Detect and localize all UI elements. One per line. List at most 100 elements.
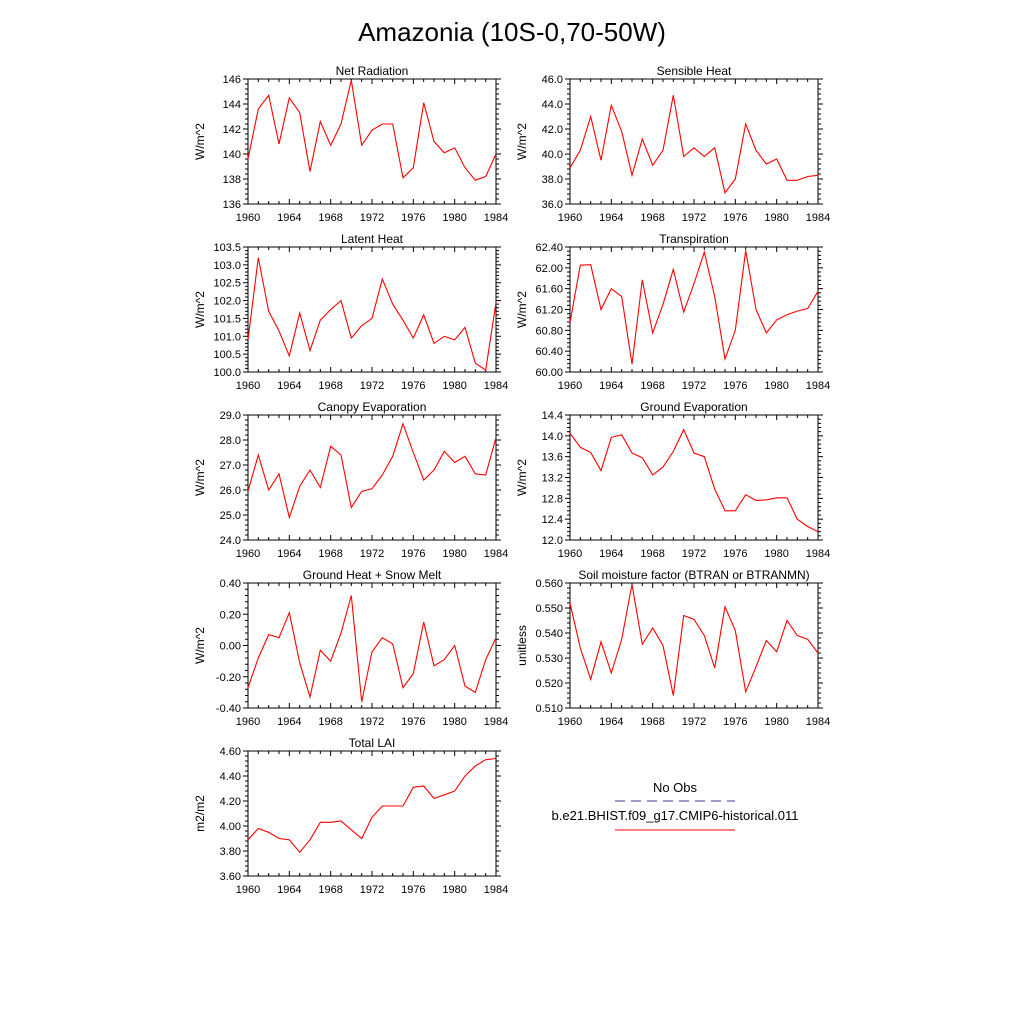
x-tick-label: 1976 <box>723 212 747 224</box>
chart-panel-8: 1960 1964 1968 1972 1976 1980 1984 0.510 0.520 0.… <box>515 568 830 728</box>
y-tick-label: 4.40 <box>220 771 241 783</box>
x-tick-label: 1980 <box>764 716 788 728</box>
y-axis-label: W/m^2 <box>193 459 207 496</box>
y-tick-label: 101.0 <box>213 331 241 343</box>
y-tick-label: 14.4 <box>542 410 563 422</box>
y-tick-label: 103.0 <box>213 260 241 272</box>
legend: No Obs b.e21.BHIST.f09_g17.CMIP6-histori… <box>552 780 798 831</box>
panel-title: Net Radiation <box>336 64 409 78</box>
y-tick-label: 24.0 <box>220 535 241 547</box>
y-axis-label: unitless <box>515 625 529 666</box>
y-axis-label: m2/m2 <box>193 795 207 832</box>
y-tick-label: 28.0 <box>220 435 241 447</box>
x-tick-label: 1960 <box>236 212 260 224</box>
y-tick-label: 40.0 <box>542 149 563 161</box>
x-tick-label: 1984 <box>484 548 508 560</box>
x-tick-label: 1960 <box>236 548 260 560</box>
x-tick-label: 1968 <box>640 548 664 560</box>
x-tick-label: 1960 <box>236 884 260 896</box>
chart-panel-4: 1960 1964 1968 1972 1976 1980 1984 60.00 60.40 60… <box>515 232 830 392</box>
x-tick-label: 1968 <box>318 716 342 728</box>
x-tick-label: 1984 <box>806 380 830 392</box>
chart-panel-1: 1960 1964 1968 1972 1976 1980 1984 136 138 140 142… <box>193 64 508 224</box>
panel-title: Canopy Evaporation <box>318 400 427 414</box>
x-tick-label: 1976 <box>723 380 747 392</box>
panel-title: Sensible Heat <box>657 64 732 78</box>
x-tick-label: 1968 <box>318 380 342 392</box>
y-tick-label: 140 <box>223 149 241 161</box>
y-axis-label: W/m^2 <box>515 291 529 328</box>
y-tick-label: 0.510 <box>535 703 563 715</box>
y-tick-label: 61.60 <box>535 284 563 296</box>
x-tick-label: 1972 <box>682 380 706 392</box>
plot-frame <box>569 246 819 373</box>
y-tick-label: 0.550 <box>535 603 563 615</box>
y-tick-label: -0.20 <box>216 672 241 684</box>
x-tick-label: 1968 <box>318 884 342 896</box>
x-tick-label: 1960 <box>236 380 260 392</box>
x-tick-label: 1972 <box>360 380 384 392</box>
x-tick-label: 1968 <box>640 716 664 728</box>
y-tick-label: 0.560 <box>535 578 563 590</box>
x-tick-label: 1984 <box>484 716 508 728</box>
x-tick-label: 1984 <box>806 212 830 224</box>
x-tick-label: 1972 <box>360 884 384 896</box>
x-tick-label: 1980 <box>764 548 788 560</box>
x-tick-label: 1984 <box>806 548 830 560</box>
plot-frame <box>247 78 497 205</box>
y-tick-label: 0.530 <box>535 653 563 665</box>
y-tick-label: 142 <box>223 124 241 136</box>
y-tick-label: 146 <box>223 74 241 86</box>
x-tick-label: 1960 <box>558 380 582 392</box>
y-tick-label: 138 <box>223 174 241 186</box>
series-line <box>247 595 497 702</box>
x-tick-label: 1964 <box>599 380 623 392</box>
figure-title: Amazonia (10S-0,70-50W) <box>358 17 666 47</box>
y-tick-label: 26.0 <box>220 485 241 497</box>
y-tick-label: 14.0 <box>542 431 563 443</box>
y-tick-label: 38.0 <box>542 174 563 186</box>
series-line <box>569 95 819 195</box>
y-tick-label: 42.0 <box>542 124 563 136</box>
x-tick-label: 1972 <box>360 548 384 560</box>
x-tick-label: 1976 <box>401 884 425 896</box>
y-tick-label: 44.0 <box>542 99 563 111</box>
y-tick-label: 12.4 <box>542 514 563 526</box>
y-tick-label: 4.00 <box>220 821 241 833</box>
x-tick-label: 1964 <box>277 548 301 560</box>
x-tick-label: 1980 <box>442 212 466 224</box>
plot-frame <box>569 582 819 709</box>
plot-frame <box>569 414 819 541</box>
y-tick-label: 60.80 <box>535 325 563 337</box>
x-tick-label: 1972 <box>682 212 706 224</box>
x-tick-label: 1960 <box>558 548 582 560</box>
chart-panel-7: 1960 1964 1968 1972 1976 1980 1984 -0.40 -0.20 0.… <box>193 568 508 728</box>
y-tick-label: 3.60 <box>220 871 241 883</box>
legend-label-no-obs: No Obs <box>653 780 698 795</box>
panel-title: Total LAI <box>349 736 396 750</box>
chart-panel-2: 1960 1964 1968 1972 1976 1980 1984 36.0 38.0 40.0… <box>515 64 830 224</box>
x-tick-label: 1960 <box>558 716 582 728</box>
y-tick-label: 136 <box>223 199 241 211</box>
y-tick-label: 101.5 <box>213 313 241 325</box>
chart-panel-9: 1960 1964 1968 1972 1976 1980 1984 3.60 3.80 4.00… <box>193 736 508 896</box>
x-tick-label: 1968 <box>640 380 664 392</box>
panel-title: Transpiration <box>659 232 729 246</box>
y-tick-label: 60.40 <box>535 346 563 358</box>
y-tick-label: 100.0 <box>213 367 241 379</box>
x-tick-label: 1960 <box>236 716 260 728</box>
chart-panel-3: 1960 1964 1968 1972 1976 1980 1984 100.0 100.5 10… <box>193 232 508 392</box>
x-tick-label: 1980 <box>442 548 466 560</box>
series-line <box>247 422 497 520</box>
x-tick-label: 1960 <box>558 212 582 224</box>
x-tick-label: 1972 <box>360 716 384 728</box>
plot-frame <box>247 246 497 373</box>
panel-title: Ground Evaporation <box>640 400 747 414</box>
x-tick-label: 1976 <box>401 548 425 560</box>
x-tick-label: 1964 <box>599 716 623 728</box>
y-tick-label: 25.0 <box>220 510 241 522</box>
series-line <box>569 584 819 696</box>
x-tick-label: 1972 <box>682 716 706 728</box>
y-tick-label: 100.5 <box>213 349 241 361</box>
